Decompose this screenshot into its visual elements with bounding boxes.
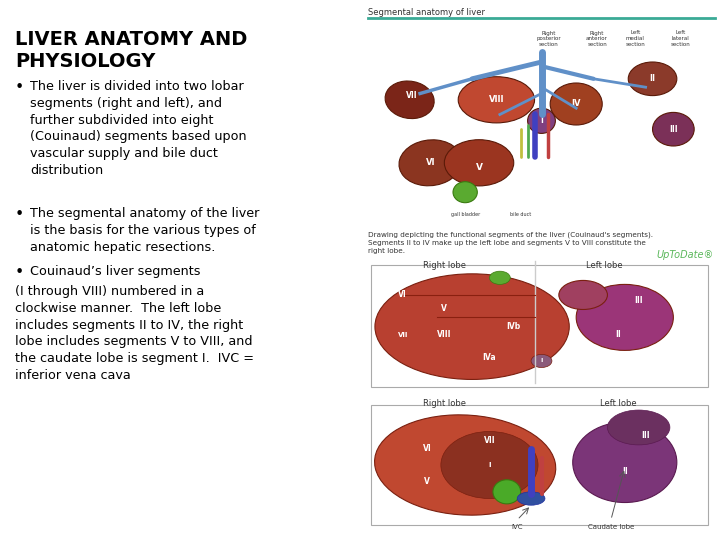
Text: II: II — [649, 75, 655, 83]
Ellipse shape — [375, 274, 570, 380]
Text: The liver is divided into two lobar
segments (right and left), and
further subdi: The liver is divided into two lobar segm… — [30, 80, 247, 177]
Text: UpToDate®: UpToDate® — [657, 250, 714, 260]
Text: Left lobe: Left lobe — [600, 400, 636, 408]
Ellipse shape — [608, 410, 670, 445]
Text: (I through VIII) numbered in a
clockwise manner.  The left lobe
includes segment: (I through VIII) numbered in a clockwise… — [15, 285, 254, 382]
Text: Segmental anatomy of liver: Segmental anatomy of liver — [368, 8, 485, 17]
Ellipse shape — [629, 62, 677, 96]
Text: V: V — [424, 477, 430, 485]
Ellipse shape — [531, 354, 552, 368]
Text: V: V — [475, 163, 482, 172]
Text: IV: IV — [572, 99, 581, 109]
Ellipse shape — [374, 415, 556, 515]
Ellipse shape — [652, 112, 694, 146]
Text: bile duct: bile duct — [510, 212, 531, 218]
Text: IVa: IVa — [482, 353, 496, 361]
Text: VII: VII — [484, 436, 495, 446]
Ellipse shape — [490, 271, 510, 285]
Ellipse shape — [559, 280, 608, 309]
Text: Caudate lobe: Caudate lobe — [588, 524, 634, 530]
Text: VIII: VIII — [437, 330, 451, 339]
Text: Right lobe: Right lobe — [423, 261, 466, 269]
Text: III: III — [642, 431, 650, 440]
Text: Couinaud’s liver segments: Couinaud’s liver segments — [30, 265, 200, 278]
Text: I: I — [488, 462, 491, 468]
Ellipse shape — [458, 77, 534, 123]
Text: •: • — [15, 207, 24, 222]
Text: VII: VII — [397, 332, 408, 338]
Text: •: • — [15, 80, 24, 95]
Text: III: III — [669, 125, 678, 134]
Text: LIVER ANATOMY AND: LIVER ANATOMY AND — [15, 30, 248, 49]
Text: Drawing depicting the functional segments of the liver (Couinaud's segments).
Se: Drawing depicting the functional segment… — [368, 232, 653, 253]
Ellipse shape — [453, 181, 477, 202]
Text: V: V — [441, 303, 447, 313]
Text: VII: VII — [405, 91, 417, 100]
Text: VI: VI — [423, 444, 431, 454]
Text: PHYSIOLOGY: PHYSIOLOGY — [15, 52, 156, 71]
Text: II: II — [615, 330, 621, 339]
Ellipse shape — [572, 422, 677, 503]
Text: Right
anterior
section: Right anterior section — [586, 30, 608, 47]
Text: IVb: IVb — [563, 478, 576, 484]
Text: I: I — [540, 359, 543, 363]
Text: VI: VI — [426, 158, 435, 167]
Text: I: I — [540, 116, 543, 125]
Ellipse shape — [576, 285, 673, 350]
Ellipse shape — [441, 431, 538, 498]
Text: gall bladder: gall bladder — [451, 212, 480, 218]
Ellipse shape — [517, 492, 545, 505]
Text: Left lobe: Left lobe — [585, 261, 622, 269]
Text: VIII: VIII — [489, 95, 504, 104]
Text: •: • — [15, 265, 24, 280]
Ellipse shape — [385, 81, 434, 119]
Text: VI: VI — [398, 291, 407, 300]
Ellipse shape — [444, 140, 514, 186]
Text: Right
posterior
section: Right posterior section — [536, 30, 561, 47]
Text: IVb: IVb — [507, 322, 521, 331]
Text: The segmental anatomy of the liver
is the basis for the various types of
anatomi: The segmental anatomy of the liver is th… — [30, 207, 259, 254]
Text: IVC: IVC — [511, 524, 523, 530]
Text: Left
lateral
section: Left lateral section — [670, 30, 690, 47]
Text: Right lobe: Right lobe — [423, 400, 466, 408]
Ellipse shape — [399, 140, 462, 186]
Ellipse shape — [550, 83, 602, 125]
Text: III: III — [634, 296, 643, 305]
Text: II: II — [622, 467, 628, 476]
Ellipse shape — [528, 108, 555, 133]
Text: Left
medial
section: Left medial section — [625, 30, 645, 47]
Ellipse shape — [493, 480, 521, 504]
